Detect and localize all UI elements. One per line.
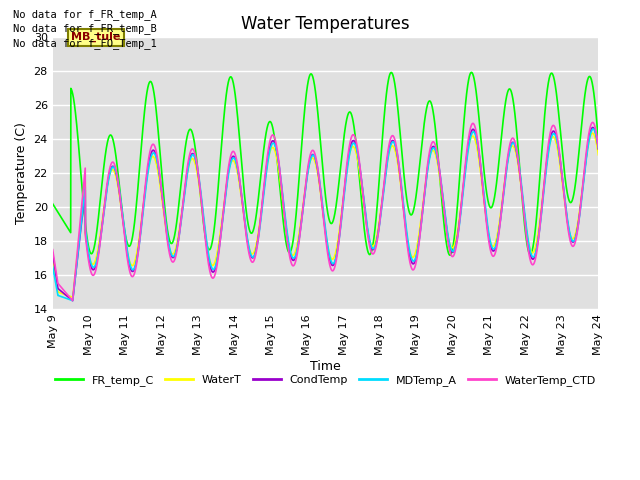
Text: No data for f_FR_temp_B: No data for f_FR_temp_B — [13, 23, 157, 34]
Y-axis label: Temperature (C): Temperature (C) — [15, 122, 28, 224]
Text: No data for f_FO_Temp_1: No data for f_FO_Temp_1 — [13, 37, 157, 48]
X-axis label: Time: Time — [310, 360, 341, 373]
Title: Water Temperatures: Water Temperatures — [241, 15, 410, 33]
Legend: FR_temp_C, WaterT, CondTemp, MDTemp_A, WaterTemp_CTD: FR_temp_C, WaterT, CondTemp, MDTemp_A, W… — [51, 371, 600, 391]
Text: No data for f_FR_temp_A: No data for f_FR_temp_A — [13, 9, 157, 20]
Text: MB_tule: MB_tule — [71, 32, 120, 42]
